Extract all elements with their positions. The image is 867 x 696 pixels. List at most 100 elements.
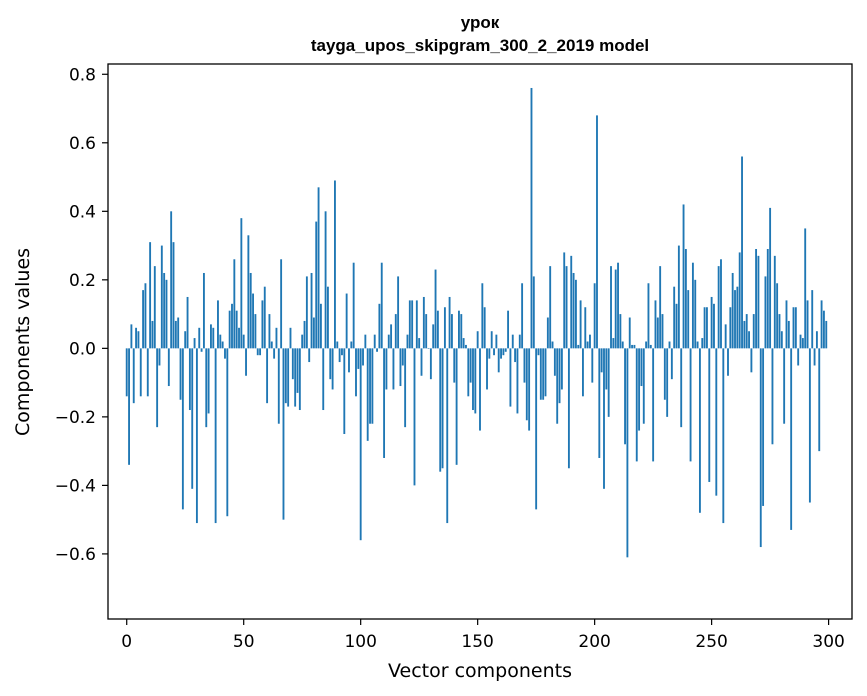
bar <box>369 348 371 424</box>
bar <box>273 348 276 359</box>
bar <box>355 348 357 397</box>
bar <box>359 348 362 541</box>
bar <box>642 348 645 424</box>
bar <box>500 348 502 359</box>
bar <box>144 283 147 349</box>
y-axis: −0.6 −0.4 −0.2 0.0 0.2 0.4 0.6 0.8 <box>55 65 108 565</box>
bar <box>542 348 545 400</box>
bar <box>366 348 369 441</box>
bar <box>125 348 128 397</box>
bar <box>820 300 823 349</box>
x-axis: 0 50 100 150 200 250 300 <box>121 619 845 652</box>
bar <box>329 348 332 380</box>
bar <box>142 290 145 349</box>
bar <box>427 348 430 349</box>
bar <box>734 290 736 349</box>
bar <box>170 211 173 349</box>
bar <box>228 310 231 349</box>
bar <box>247 235 250 349</box>
bar <box>570 255 573 349</box>
bar <box>591 348 594 383</box>
bar <box>481 283 484 349</box>
bar <box>233 259 236 349</box>
bar <box>373 334 376 349</box>
bar <box>193 338 196 349</box>
bar <box>687 290 690 349</box>
bar <box>645 341 648 349</box>
bar <box>523 348 526 383</box>
bar <box>614 269 617 349</box>
bar <box>766 249 769 349</box>
bar <box>748 331 750 349</box>
bar <box>387 334 390 349</box>
bar <box>486 348 488 390</box>
bar <box>261 300 264 349</box>
bar <box>668 341 671 349</box>
bar <box>217 300 219 349</box>
bar <box>722 348 725 524</box>
bar <box>336 341 339 349</box>
bar <box>231 303 233 349</box>
bar <box>808 348 811 503</box>
bar <box>574 279 577 349</box>
bar <box>479 348 481 431</box>
bar <box>415 300 418 349</box>
bar <box>191 348 194 489</box>
bar <box>698 348 701 513</box>
bar <box>308 348 311 363</box>
bar <box>450 314 453 349</box>
bar <box>153 266 156 349</box>
bar <box>731 272 734 349</box>
bar <box>694 279 697 349</box>
bar <box>312 317 315 349</box>
bar <box>584 307 587 349</box>
bar <box>476 331 479 349</box>
bar <box>785 300 788 349</box>
bar <box>165 279 168 349</box>
bar <box>422 296 425 349</box>
bar <box>385 348 388 390</box>
bar <box>586 341 589 349</box>
bar <box>174 320 177 349</box>
bar <box>762 348 765 506</box>
bar <box>404 348 407 428</box>
bar <box>149 242 152 349</box>
bar <box>343 348 346 434</box>
bar <box>458 310 460 349</box>
bar <box>263 286 266 349</box>
bar <box>696 341 699 349</box>
bar <box>259 348 262 356</box>
bar <box>605 348 608 390</box>
bar <box>794 307 797 349</box>
bar <box>130 324 133 349</box>
bar <box>673 286 676 349</box>
bar <box>811 290 814 349</box>
bar <box>635 348 638 462</box>
bar <box>429 348 432 380</box>
bar <box>684 249 687 349</box>
bar <box>713 303 715 349</box>
bar <box>759 348 762 548</box>
bar <box>167 348 170 387</box>
bar <box>245 348 247 376</box>
bar <box>296 348 299 393</box>
bar <box>249 272 252 349</box>
bar <box>455 348 458 465</box>
bar <box>502 348 505 356</box>
bar <box>378 303 381 349</box>
bar <box>460 314 463 349</box>
bar <box>780 331 783 349</box>
bar <box>172 242 175 349</box>
bar <box>535 348 538 510</box>
bar <box>275 327 278 349</box>
bar <box>195 348 198 524</box>
bar <box>390 324 393 349</box>
bar <box>474 348 477 414</box>
bar <box>420 348 423 376</box>
bar <box>179 348 182 400</box>
bar <box>439 348 442 472</box>
bar <box>509 348 512 407</box>
bar <box>326 286 329 349</box>
bar <box>670 348 673 380</box>
